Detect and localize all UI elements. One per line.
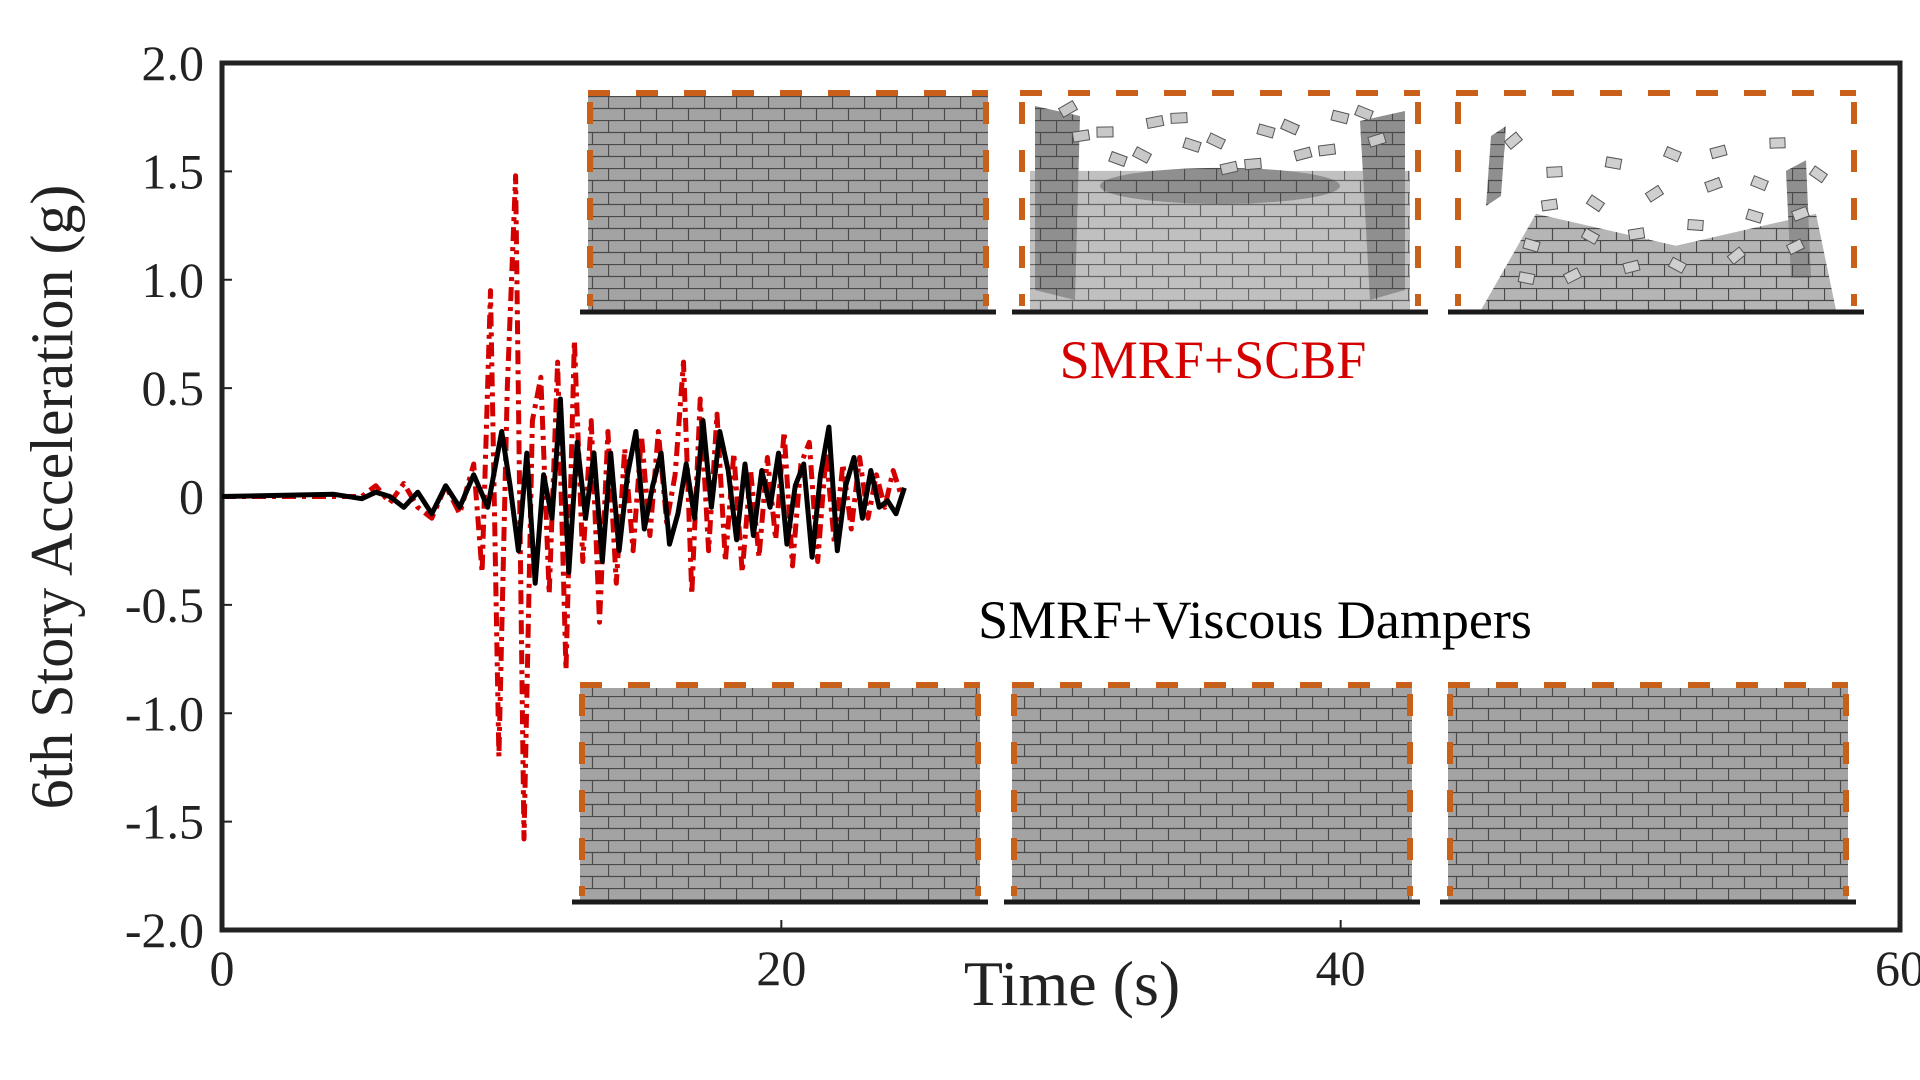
y-axis-label: 6th Story Acceleration (g) — [19, 185, 85, 810]
y-tick-label: 0.5 — [142, 360, 205, 416]
series-line-smrf-scbf — [222, 173, 904, 842]
y-axis-ticks: 2.0 1.5 1.0 0.5 0 -0.5 -1.0 -1.5 -2.0 — [125, 35, 232, 958]
series-group — [221, 173, 907, 842]
y-tick-label: 0 — [179, 469, 204, 525]
annotation-smrf-viscous-dampers: SMRF+Viscous Dampers — [978, 590, 1532, 650]
x-tick-label: 40 — [1316, 940, 1366, 996]
y-tick-label: -1.5 — [125, 794, 204, 850]
annotation-smrf-scbf: SMRF+SCBF — [1060, 330, 1367, 390]
inset-intact — [580, 90, 996, 315]
x-tick-label: 20 — [756, 940, 806, 996]
x-tick-label: 60 — [1875, 940, 1920, 996]
x-axis-label: Time (s) — [964, 948, 1180, 1019]
structure-insets — [572, 90, 1864, 905]
inset-intact — [1004, 682, 1420, 905]
x-axis-ticks: 0 20 40 60 — [210, 920, 1920, 996]
y-tick-label: 1.5 — [142, 143, 205, 199]
inset-intact — [1440, 682, 1856, 905]
inset-collapsed — [1448, 90, 1864, 315]
inset-damaged — [1012, 90, 1428, 315]
inset-intact — [572, 682, 988, 905]
y-tick-label: -0.5 — [125, 577, 204, 633]
y-tick-label: 1.0 — [142, 252, 205, 308]
y-tick-label: -2.0 — [125, 902, 204, 958]
y-tick-label: 2.0 — [142, 35, 205, 91]
y-tick-label: -1.0 — [125, 685, 204, 741]
series-line-smrf-viscous-dampers — [221, 396, 907, 586]
x-tick-label: 0 — [210, 940, 235, 996]
